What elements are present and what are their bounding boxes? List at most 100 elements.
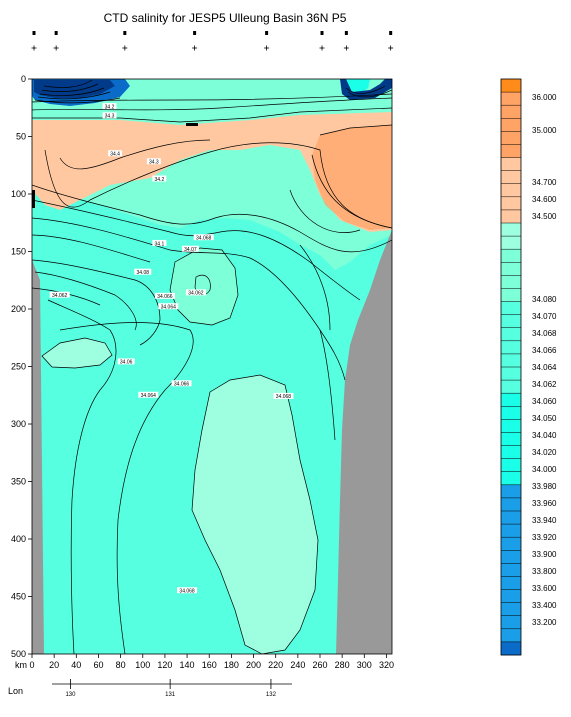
contour-label: 34.08 bbox=[137, 270, 150, 276]
x-tick-label: 180 bbox=[224, 660, 239, 670]
colorbar-swatch bbox=[501, 183, 521, 198]
x-tick-label: 0 bbox=[29, 660, 34, 670]
y-tick-label: 0 bbox=[21, 74, 26, 84]
colorbar-label: 34.064 bbox=[532, 363, 557, 372]
x-tick-label: 140 bbox=[180, 660, 195, 670]
colorbar-swatch bbox=[501, 628, 521, 643]
y-tick-label: 350 bbox=[11, 477, 26, 487]
x-tick-label: 300 bbox=[357, 660, 372, 670]
contour-label-bg bbox=[185, 289, 206, 296]
station-tick bbox=[320, 31, 324, 35]
colorbar-label: 34.600 bbox=[532, 195, 557, 204]
contour-label-bg bbox=[138, 391, 159, 398]
contour-label-bg bbox=[171, 380, 192, 387]
contour-label-bg bbox=[117, 358, 135, 365]
colorbar-swatch bbox=[501, 327, 521, 342]
y-tick-label: 500 bbox=[11, 649, 26, 659]
colorbar-label: 33.920 bbox=[532, 533, 557, 542]
y-tick-label: 400 bbox=[11, 534, 26, 544]
colorbar-swatch bbox=[501, 353, 521, 368]
contour-label-bg bbox=[177, 587, 198, 594]
colorbar-label: 34.062 bbox=[532, 380, 557, 389]
colorbar-swatch bbox=[501, 209, 521, 224]
chart-title: CTD salinity for JESP5 Ulleung Basin 36N… bbox=[104, 11, 347, 25]
x-tick-label: 40 bbox=[71, 660, 81, 670]
lon-axis: Lon 130 131 132 bbox=[8, 679, 292, 698]
colorbar-label: 34.070 bbox=[532, 312, 557, 321]
colorbar-frame bbox=[500, 78, 522, 656]
contour-label-bg bbox=[181, 245, 199, 252]
contour-label: 34.068 bbox=[179, 589, 195, 595]
x-tick-label: 60 bbox=[93, 660, 103, 670]
lon-tick-label: 130 bbox=[65, 692, 76, 698]
colorbar-label: 34.060 bbox=[532, 397, 557, 406]
colorbar-label: 34.066 bbox=[532, 346, 557, 355]
colorbar-label: 34.080 bbox=[532, 295, 557, 304]
contour-label-bg bbox=[154, 292, 175, 299]
station-markers bbox=[31, 31, 394, 51]
colorbar-swatch bbox=[501, 537, 521, 551]
contour-label: 34.062 bbox=[52, 293, 68, 299]
colorbar-swatch bbox=[501, 497, 521, 512]
contour-label-bg bbox=[152, 239, 167, 246]
colorbar-label: 33.800 bbox=[532, 567, 557, 576]
x-tick-label: 200 bbox=[246, 660, 261, 670]
contour-label-bg bbox=[134, 268, 152, 275]
contour-label-bg bbox=[102, 112, 117, 119]
colorbar-swatch bbox=[501, 131, 521, 145]
colorbar-swatch bbox=[501, 458, 521, 473]
y-tick-label: 300 bbox=[11, 419, 26, 429]
contour-label: 34.2 bbox=[155, 177, 165, 183]
colorbar-swatch bbox=[501, 262, 521, 276]
contour-label: 34.4 bbox=[110, 152, 120, 158]
contour-label-bg bbox=[158, 303, 179, 310]
colorbar-swatch bbox=[501, 445, 521, 459]
x-tick-label: 100 bbox=[135, 660, 150, 670]
station-tick bbox=[54, 31, 58, 35]
contour-label: 34.1 bbox=[155, 241, 165, 247]
field-lens-240m bbox=[42, 338, 112, 368]
west-edge-mark bbox=[32, 190, 35, 208]
colorbar-label: 33.940 bbox=[532, 516, 557, 525]
contour-label: 34.2 bbox=[105, 104, 115, 110]
colorbar-label: 34.020 bbox=[532, 448, 557, 457]
colorbar-swatch bbox=[501, 406, 521, 420]
colorbar-swatch bbox=[501, 236, 521, 250]
y-axis: 0 50 100 150 200 250 300 350 400 450 500 bbox=[11, 74, 32, 659]
colorbar-swatch bbox=[501, 157, 521, 171]
lon-axis-label: Lon bbox=[8, 686, 23, 696]
colorbar-swatch bbox=[501, 471, 521, 486]
y-tick-label: 250 bbox=[11, 362, 26, 372]
colorbar-label: 33.400 bbox=[532, 601, 557, 610]
colorbar-swatch bbox=[501, 393, 521, 407]
colorbar-swatch bbox=[501, 105, 521, 119]
contour-label-bg bbox=[146, 158, 161, 165]
lon-tick-label: 132 bbox=[266, 692, 277, 698]
lon-tick-label: 131 bbox=[165, 692, 176, 698]
colorbar-swatch bbox=[501, 170, 521, 185]
colorbar-label: 34.040 bbox=[532, 431, 557, 440]
colorbar-label: 35.000 bbox=[532, 126, 557, 135]
colorbar-swatch bbox=[501, 524, 521, 538]
colorbar-swatch bbox=[501, 314, 521, 329]
contour-label: 34.068 bbox=[196, 236, 212, 242]
colorbar-label: 36.000 bbox=[532, 93, 557, 102]
station-tick bbox=[389, 31, 393, 35]
colorbar-label: 33.960 bbox=[532, 499, 557, 508]
contour-label-bg bbox=[193, 234, 214, 241]
x-tick-label: 320 bbox=[379, 660, 394, 670]
colorbar-label: 34.068 bbox=[532, 329, 557, 338]
station-tick bbox=[265, 31, 269, 35]
x-tick-label: 240 bbox=[290, 660, 305, 670]
contour-label: 34.064 bbox=[141, 393, 157, 399]
x-tick-label: 160 bbox=[202, 660, 217, 670]
x-tick-label: 260 bbox=[312, 660, 327, 670]
x-axis-prefix: km bbox=[15, 660, 27, 670]
colorbar-label: 33.200 bbox=[532, 618, 557, 627]
colorbar-label: 34.500 bbox=[532, 212, 557, 221]
colorbar-label: 33.980 bbox=[532, 482, 557, 491]
colorbar-label: 33.900 bbox=[532, 550, 557, 559]
colorbar-label: 34.050 bbox=[532, 414, 557, 423]
colorbar-swatch bbox=[501, 641, 521, 656]
